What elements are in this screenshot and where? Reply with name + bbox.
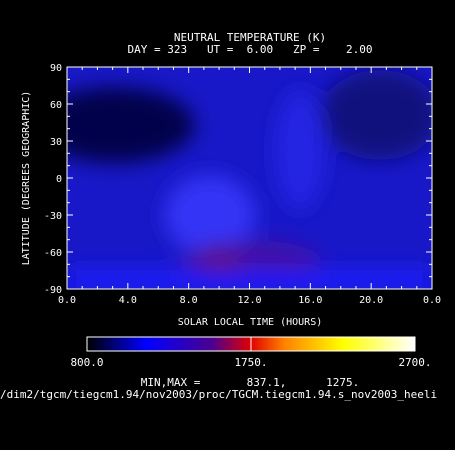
x-tick-label: 8.0 [180,295,198,306]
y-axis-label: LATITUDE (DEGREES GEOGRAPHIC) [21,91,32,266]
colorbar-max-label: 2700. [398,356,431,369]
x-tick-label: 0.0 [423,295,441,306]
chart-subtitle: DAY = 323 UT = 6.00 ZP = 2.00 [127,43,372,56]
x-axis-label: SOLAR LOCAL TIME (HOURS) [178,317,323,328]
heatmap-field [67,67,432,289]
y-tick-label: 90 [50,63,62,74]
y-tick-label: 60 [50,100,62,111]
min-max-readout: MIN,MAX = 837.1, 1275. [141,376,360,389]
x-tick-label: 20.0 [359,295,383,306]
y-tick-label: -30 [44,211,62,222]
x-tick-label: 12.0 [237,295,261,306]
colorbar-min-label: 800.0 [70,356,103,369]
y-tick-label: -60 [44,248,62,259]
y-tick-label: 30 [50,137,62,148]
colorbar-mid-label: 1750. [234,356,267,369]
file-path: /dim2/tgcm/tiegcm1.94/nov2003/proc/TGCM.… [0,388,437,401]
x-tick-label: 16.0 [298,295,322,306]
x-tick-label: 0.0 [58,295,76,306]
axis-ticks [66,66,433,290]
x-tick-label: 4.0 [119,295,137,306]
y-tick-label: 0 [56,174,62,185]
chart-title: NEUTRAL TEMPERATURE (K) [174,31,326,44]
y-tick-label: -90 [44,285,62,296]
